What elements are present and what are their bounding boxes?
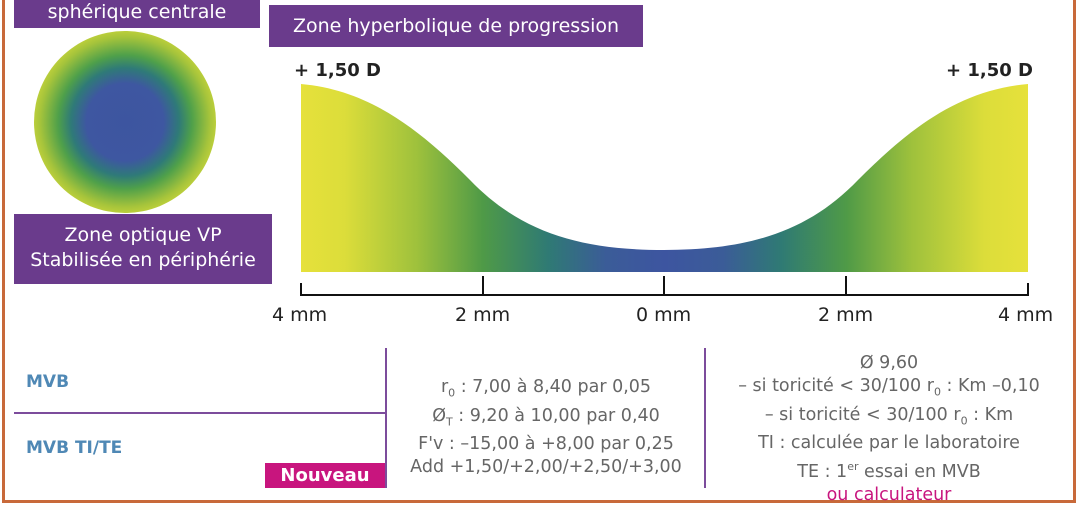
- tick-2mm-left: 2 mm: [455, 304, 511, 326]
- diopter-right: + 1,50 D: [946, 60, 1033, 81]
- tick-0mm: 0 mm: [636, 304, 692, 326]
- label-zone-hyperbolique: Zone hyperbolique de progression: [269, 5, 643, 47]
- spec-diameter: ØT : 9,20 à 10,00 par 0,40: [432, 405, 660, 429]
- label-spherique-centrale: sphérique centrale: [14, 0, 260, 28]
- spec-r0: r0 : 7,00 à 8,40 par 0,05: [440, 377, 652, 400]
- progression-curve: [301, 84, 1028, 272]
- frame-border-left: [2, 0, 5, 503]
- specs-right: Ø 9,60 – si toricité < 30/100 r0 : Km –0…: [706, 352, 1072, 507]
- spec-right-calculateur: ou calculateur: [826, 484, 952, 505]
- spec-right-toric2: – si toricité < 30/100 r0 : Km: [764, 404, 1014, 428]
- specs-middle: r0 : 7,00 à 8,40 par 0,05 ØT : 9,20 à 10…: [388, 376, 704, 479]
- spec-right-diameter: Ø 9,60: [859, 353, 919, 373]
- spec-right-toric1: – si toricité < 30/100 r0 : Km –0,10: [738, 376, 1040, 399]
- tick-4mm-left: 4 mm: [272, 304, 328, 326]
- spec-add: Add +1,50/+2,00/+2,50/+3,00: [410, 457, 682, 477]
- frame-border-bottom: [2, 500, 1076, 503]
- lens-disc: [34, 31, 216, 213]
- nouveau-badge: Nouveau: [265, 463, 385, 488]
- mm-axis: [300, 276, 1029, 296]
- tick-2mm-right: 2 mm: [818, 304, 874, 326]
- frame-border-right: [1073, 0, 1076, 503]
- label-vp-line1: Zone optique VP: [64, 224, 222, 246]
- spec-right-ti: TI : calculée par le laboratoire: [758, 433, 1020, 453]
- table-col-divider-2: [704, 348, 706, 488]
- row-label-mvb-ti-te: MVB TI/TE: [26, 438, 123, 458]
- spec-fv: F'v : –15,00 à +8,00 par 0,25: [418, 434, 674, 454]
- table-col-divider-1: [385, 348, 387, 488]
- diopter-left: + 1,50 D: [294, 60, 381, 81]
- table-row-divider: [14, 412, 386, 414]
- spec-right-te: TE : 1er essai en MVB: [797, 460, 981, 482]
- label-vp-line2: Stabilisée en périphérie: [30, 249, 256, 271]
- label-zone-optique-vp: Zone optique VP Stabilisée en périphérie: [14, 214, 272, 284]
- progression-profile: [300, 84, 1029, 296]
- tick-4mm-right: 4 mm: [998, 304, 1054, 326]
- row-label-mvb: MVB: [26, 372, 70, 392]
